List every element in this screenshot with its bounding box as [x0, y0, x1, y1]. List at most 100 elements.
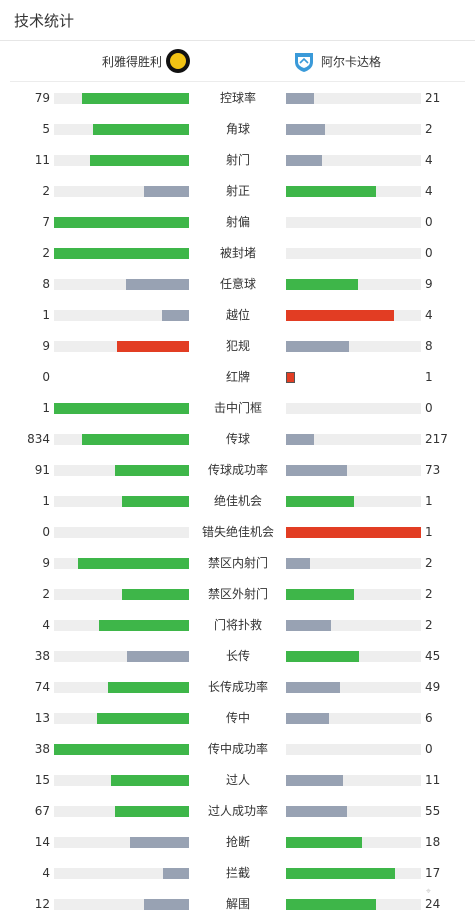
home-bar-fill	[90, 155, 189, 166]
home-bar-fill	[54, 744, 189, 755]
home-team[interactable]: 利雅得胜利	[102, 41, 190, 81]
stat-label: 禁区外射门	[190, 579, 286, 610]
watermark: ⌖	[426, 887, 431, 897]
home-bar-track	[54, 496, 189, 507]
home-bar-track	[54, 620, 189, 631]
away-bar-track	[286, 124, 421, 135]
home-value: 2	[0, 238, 50, 269]
stat-row: 2 被封堵 0	[0, 238, 475, 269]
away-value: 49	[425, 672, 465, 703]
home-value: 13	[0, 703, 50, 734]
away-bar-fill	[286, 620, 331, 631]
stat-label: 解围	[190, 889, 286, 920]
away-value: 73	[425, 455, 465, 486]
stat-label: 错失绝佳机会	[190, 517, 286, 548]
home-bar-track	[54, 217, 189, 228]
stat-label: 犯规	[190, 331, 286, 362]
home-bar-track	[54, 868, 189, 879]
home-bar-track	[54, 651, 189, 662]
away-bar-track	[286, 620, 421, 631]
away-value: 17	[425, 858, 465, 889]
away-bar-fill	[286, 279, 358, 290]
home-value: 0	[0, 517, 50, 548]
home-value: 14	[0, 827, 50, 858]
away-bar-track	[286, 713, 421, 724]
away-team-logo-icon	[292, 49, 316, 73]
home-value: 1	[0, 393, 50, 424]
away-bar-track	[286, 217, 421, 228]
away-bar-fill	[286, 155, 322, 166]
home-bar-fill	[82, 434, 189, 445]
home-bar-fill	[162, 310, 189, 321]
away-team[interactable]: 阿尔卡达格	[292, 41, 381, 81]
stat-label: 过人	[190, 765, 286, 796]
stat-label: 射偏	[190, 207, 286, 238]
away-value: 1	[425, 486, 465, 517]
home-value: 7	[0, 207, 50, 238]
home-value: 1	[0, 486, 50, 517]
home-bar-track	[54, 682, 189, 693]
home-bar-track	[54, 806, 189, 817]
stat-label: 任意球	[190, 269, 286, 300]
away-value: 0	[425, 238, 465, 269]
away-bar-track	[286, 310, 421, 321]
away-bar-fill	[286, 589, 354, 600]
away-bar-track	[286, 682, 421, 693]
away-bar-track	[286, 558, 421, 569]
home-bar-fill	[54, 217, 189, 228]
away-value: 4	[425, 145, 465, 176]
stat-label: 传球成功率	[190, 455, 286, 486]
away-value: 11	[425, 765, 465, 796]
away-value: 24	[425, 889, 465, 920]
away-bar-track	[286, 837, 421, 848]
away-bar-track	[286, 868, 421, 879]
stat-label: 禁区内射门	[190, 548, 286, 579]
home-bar-track	[54, 186, 189, 197]
away-bar-track	[286, 744, 421, 755]
away-bar-fill	[286, 713, 329, 724]
home-bar-fill	[54, 248, 189, 259]
stat-label: 被封堵	[190, 238, 286, 269]
stat-label: 击中门框	[190, 393, 286, 424]
home-bar-fill	[130, 837, 189, 848]
home-bar-track	[54, 558, 189, 569]
home-value: 74	[0, 672, 50, 703]
home-bar-track	[54, 713, 189, 724]
home-bar-fill	[163, 868, 189, 879]
home-bar-fill	[115, 806, 189, 817]
home-value: 38	[0, 734, 50, 765]
home-bar-fill	[108, 682, 189, 693]
home-value: 834	[0, 424, 50, 455]
away-bar-track	[286, 496, 421, 507]
home-bar-fill	[97, 713, 189, 724]
stat-label: 传球	[190, 424, 286, 455]
home-value: 67	[0, 796, 50, 827]
stat-label: 绝佳机会	[190, 486, 286, 517]
away-bar-track	[286, 186, 421, 197]
home-bar-fill	[82, 93, 189, 104]
home-value: 11	[0, 145, 50, 176]
home-bar-fill	[99, 620, 189, 631]
away-bar-track	[286, 372, 421, 383]
away-bar-fill	[286, 496, 354, 507]
away-value: 2	[425, 579, 465, 610]
home-value: 9	[0, 331, 50, 362]
home-value: 2	[0, 579, 50, 610]
away-value: 2	[425, 114, 465, 145]
home-bar-fill	[117, 341, 189, 352]
home-bar-track	[54, 775, 189, 786]
teams-header: 利雅得胜利 阿尔卡达格	[10, 41, 465, 82]
home-bar-track	[54, 248, 189, 259]
